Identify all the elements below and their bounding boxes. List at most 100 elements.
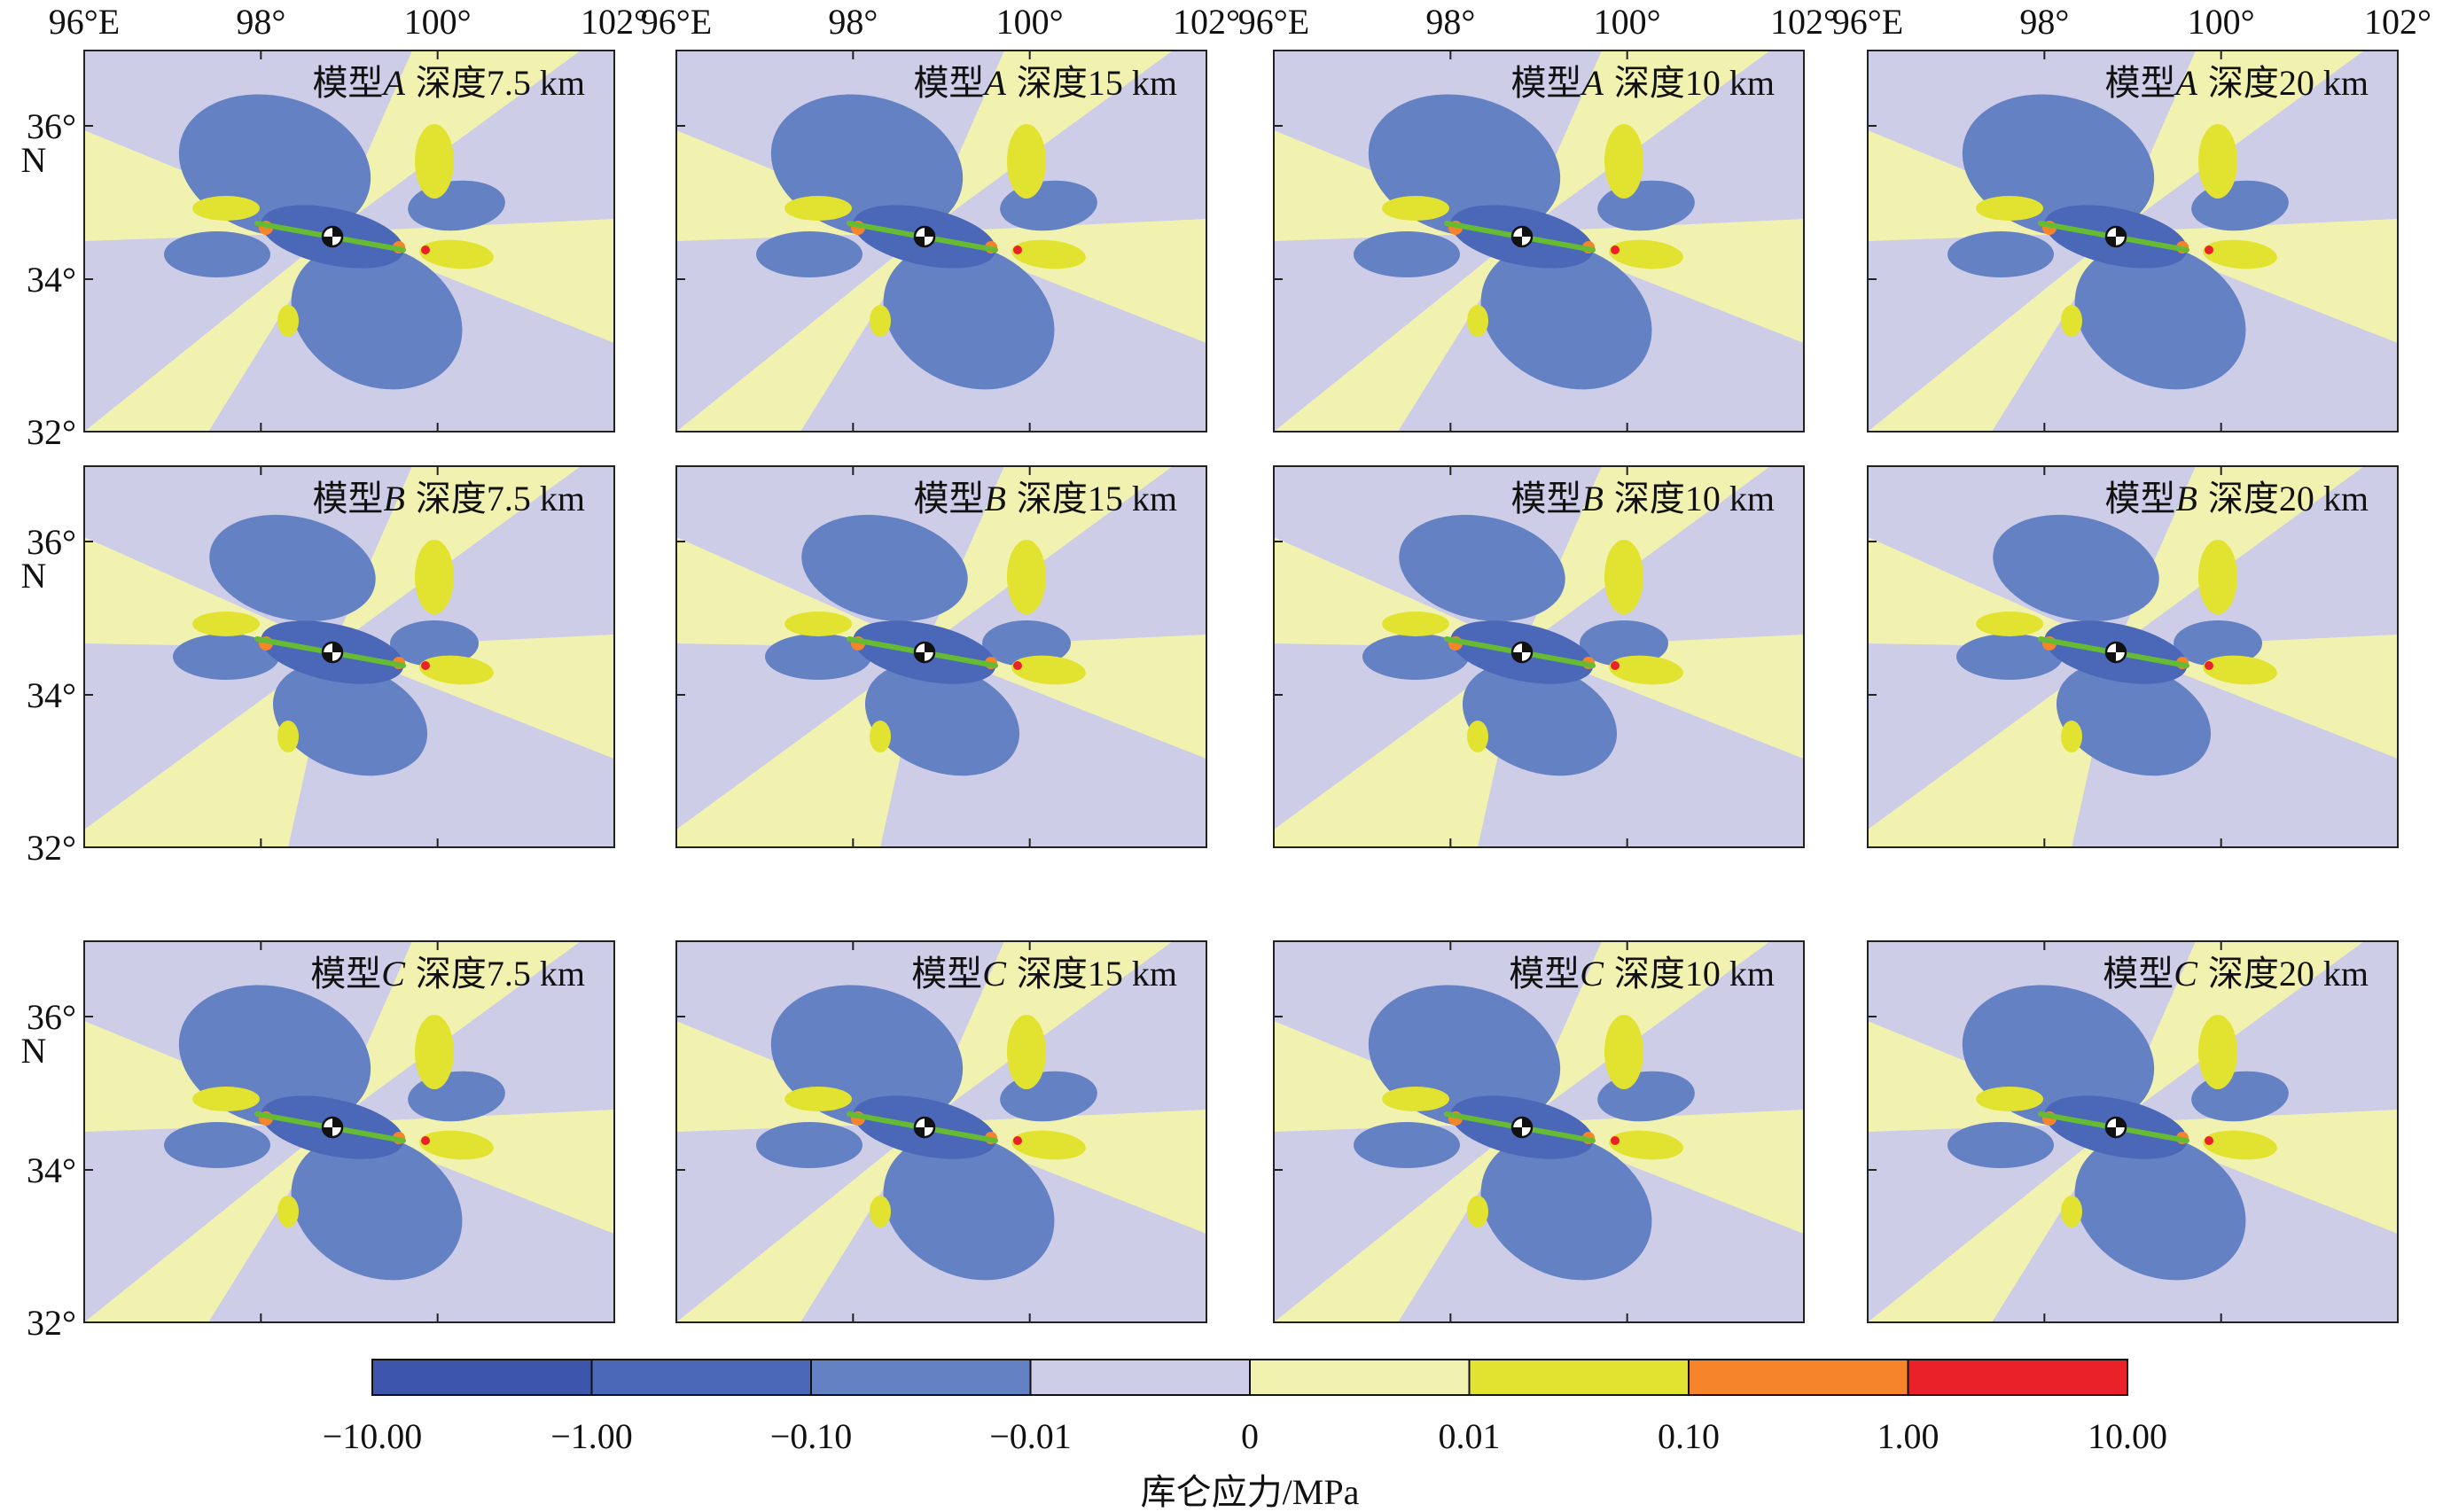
panel-title-model: 模型 bbox=[1510, 63, 1581, 103]
x-tick-label: 96°E bbox=[641, 2, 712, 42]
panel-title: 模型A 深度15 km bbox=[913, 63, 1177, 103]
map-panel: 模型B 深度7.5 km bbox=[83, 465, 615, 848]
focal-mechanism-quadrant bbox=[1522, 1118, 1532, 1127]
stress-increase-lobe bbox=[415, 540, 454, 614]
focal-mechanism-quadrant bbox=[915, 237, 925, 246]
panel-title-letter: C bbox=[381, 954, 406, 994]
y-tick-label: 34° bbox=[27, 675, 76, 715]
panel-frame bbox=[675, 940, 1207, 1323]
stress-hotspot bbox=[421, 246, 430, 254]
stress-shadow-lobe bbox=[1462, 661, 1618, 776]
stress-shadow-lobe bbox=[1947, 231, 2054, 277]
stress-increase-lobe bbox=[870, 721, 891, 752]
panel-title-model: 模型 bbox=[2104, 479, 2175, 518]
positive-stress-wedge bbox=[1522, 466, 1770, 648]
panel-title-letter: B bbox=[383, 479, 404, 518]
panel-title-model: 模型 bbox=[2103, 954, 2174, 994]
positive-stress-wedge bbox=[2116, 51, 2364, 232]
y-tick-hemisphere: N bbox=[21, 140, 47, 180]
positive-stress-wedge bbox=[925, 466, 1173, 648]
panel-title-model: 模型 bbox=[312, 63, 383, 103]
focal-mechanism-quadrant bbox=[1522, 643, 1532, 652]
map-panel: 模型C 深度20 km bbox=[1867, 940, 2399, 1323]
focal-mechanism-quadrant bbox=[925, 1118, 934, 1127]
stress-shadow-lobe bbox=[756, 231, 862, 277]
panel-title-model: 模型 bbox=[312, 479, 383, 518]
panel-title-letter: B bbox=[2175, 479, 2197, 518]
panel-title: 模型B 深度20 km bbox=[2104, 479, 2369, 518]
stress-increase-lobe bbox=[1609, 1130, 1683, 1160]
panel-title: 模型B 深度15 km bbox=[913, 479, 1177, 518]
positive-stress-wedge bbox=[1868, 648, 2116, 847]
x-tick-label: 102° bbox=[2364, 2, 2431, 42]
panel-title-model: 模型 bbox=[1510, 479, 1581, 518]
x-tick-label: 98° bbox=[2019, 2, 2069, 42]
panel-frame bbox=[1273, 940, 1805, 1323]
stress-hotspot bbox=[1611, 661, 1620, 670]
focal-mechanism-quadrant bbox=[1522, 227, 1532, 237]
positive-stress-wedge bbox=[676, 537, 925, 648]
stress-hotspot bbox=[1013, 661, 1022, 670]
stress-increase-lobe bbox=[415, 1015, 454, 1089]
map-panel: 模型C 深度15 km bbox=[675, 940, 1207, 1323]
x-tick-label: 100° bbox=[1594, 2, 1661, 42]
panel-title-depth: 深度20 km bbox=[2208, 479, 2369, 518]
stress-increase-lobe bbox=[277, 305, 299, 337]
colorbar-swatch bbox=[1907, 1359, 2128, 1396]
stress-shadow-lobe bbox=[2074, 243, 2246, 390]
panel-title-model: 模型 bbox=[310, 954, 381, 994]
panel-frame bbox=[1273, 50, 1805, 433]
stress-increase-lobe bbox=[1609, 239, 1683, 269]
stress-increase-lobe bbox=[277, 1196, 299, 1228]
stress-increase-lobe bbox=[784, 612, 852, 636]
panel-title-depth: 深度15 km bbox=[1017, 954, 1177, 994]
panel-frame bbox=[83, 940, 615, 1323]
panel-title: 模型A 深度10 km bbox=[1510, 63, 1775, 103]
focal-mechanism-quadrant bbox=[2106, 237, 2116, 246]
panel-title-model: 模型 bbox=[1509, 954, 1580, 994]
panel-title-depth: 深度15 km bbox=[1017, 479, 1177, 518]
x-tick-label: 98° bbox=[828, 2, 878, 42]
map-panel: 模型A 深度15 km bbox=[675, 50, 1207, 433]
map-panels: 模型A 深度7.5 km 模型A 深度15 km 模型A 深度10 km 模型A 深度20 k… bbox=[21, 2, 2431, 1343]
x-tick-label: 100° bbox=[404, 2, 472, 42]
x-tick-label: 100° bbox=[2188, 2, 2255, 42]
stress-increase-lobe bbox=[1382, 1087, 1449, 1111]
stress-shadow-lobe bbox=[164, 231, 270, 277]
stress-shadow-lobe bbox=[864, 661, 1020, 776]
positive-stress-wedge bbox=[332, 466, 581, 648]
focal-mechanism-quadrant bbox=[332, 643, 342, 652]
map-panel: 模型C 深度10 km bbox=[1273, 940, 1805, 1323]
stress-increase-lobe bbox=[419, 655, 494, 685]
stress-increase-lobe bbox=[192, 612, 260, 636]
x-tick-label: 98° bbox=[1425, 2, 1475, 42]
panel-title-letter: B bbox=[1581, 479, 1603, 518]
stress-increase-lobe bbox=[1976, 612, 2043, 636]
stress-increase-lobe bbox=[870, 1196, 891, 1228]
colorbar-title: 库仑应力/MPa bbox=[1141, 1472, 1360, 1512]
x-tick-label: 102° bbox=[1770, 2, 1838, 42]
stress-shadow-lobe bbox=[801, 514, 968, 622]
stress-increase-lobe bbox=[1604, 1015, 1643, 1089]
stress-increase-lobe bbox=[419, 1130, 494, 1160]
focal-mechanism-quadrant bbox=[1512, 1127, 1522, 1137]
stress-shadow-lobe bbox=[272, 661, 428, 776]
stress-increase-lobe bbox=[2203, 1130, 2277, 1160]
positive-stress-wedge bbox=[676, 232, 925, 432]
stress-shadow-lobe bbox=[1354, 1122, 1460, 1168]
stress-increase-lobe bbox=[1467, 1196, 1488, 1228]
focal-mechanism-quadrant bbox=[2116, 643, 2126, 652]
map-panel: 模型B 深度20 km bbox=[1867, 465, 2399, 848]
stress-shadow-lobe bbox=[756, 1122, 862, 1168]
stress-increase-lobe bbox=[1011, 239, 1086, 269]
stress-increase-lobe bbox=[1609, 655, 1683, 685]
y-tick-hemisphere: N bbox=[21, 1031, 47, 1071]
stress-increase-lobe bbox=[1382, 612, 1449, 636]
panel-title-model: 模型 bbox=[913, 479, 984, 518]
focal-mechanism-quadrant bbox=[323, 237, 332, 246]
panel-title: 模型A 深度20 km bbox=[2104, 63, 2369, 103]
stress-shadow-lobe bbox=[1480, 1134, 1652, 1281]
panel-frame bbox=[675, 465, 1207, 848]
panel-title-letter: A bbox=[1579, 63, 1604, 103]
